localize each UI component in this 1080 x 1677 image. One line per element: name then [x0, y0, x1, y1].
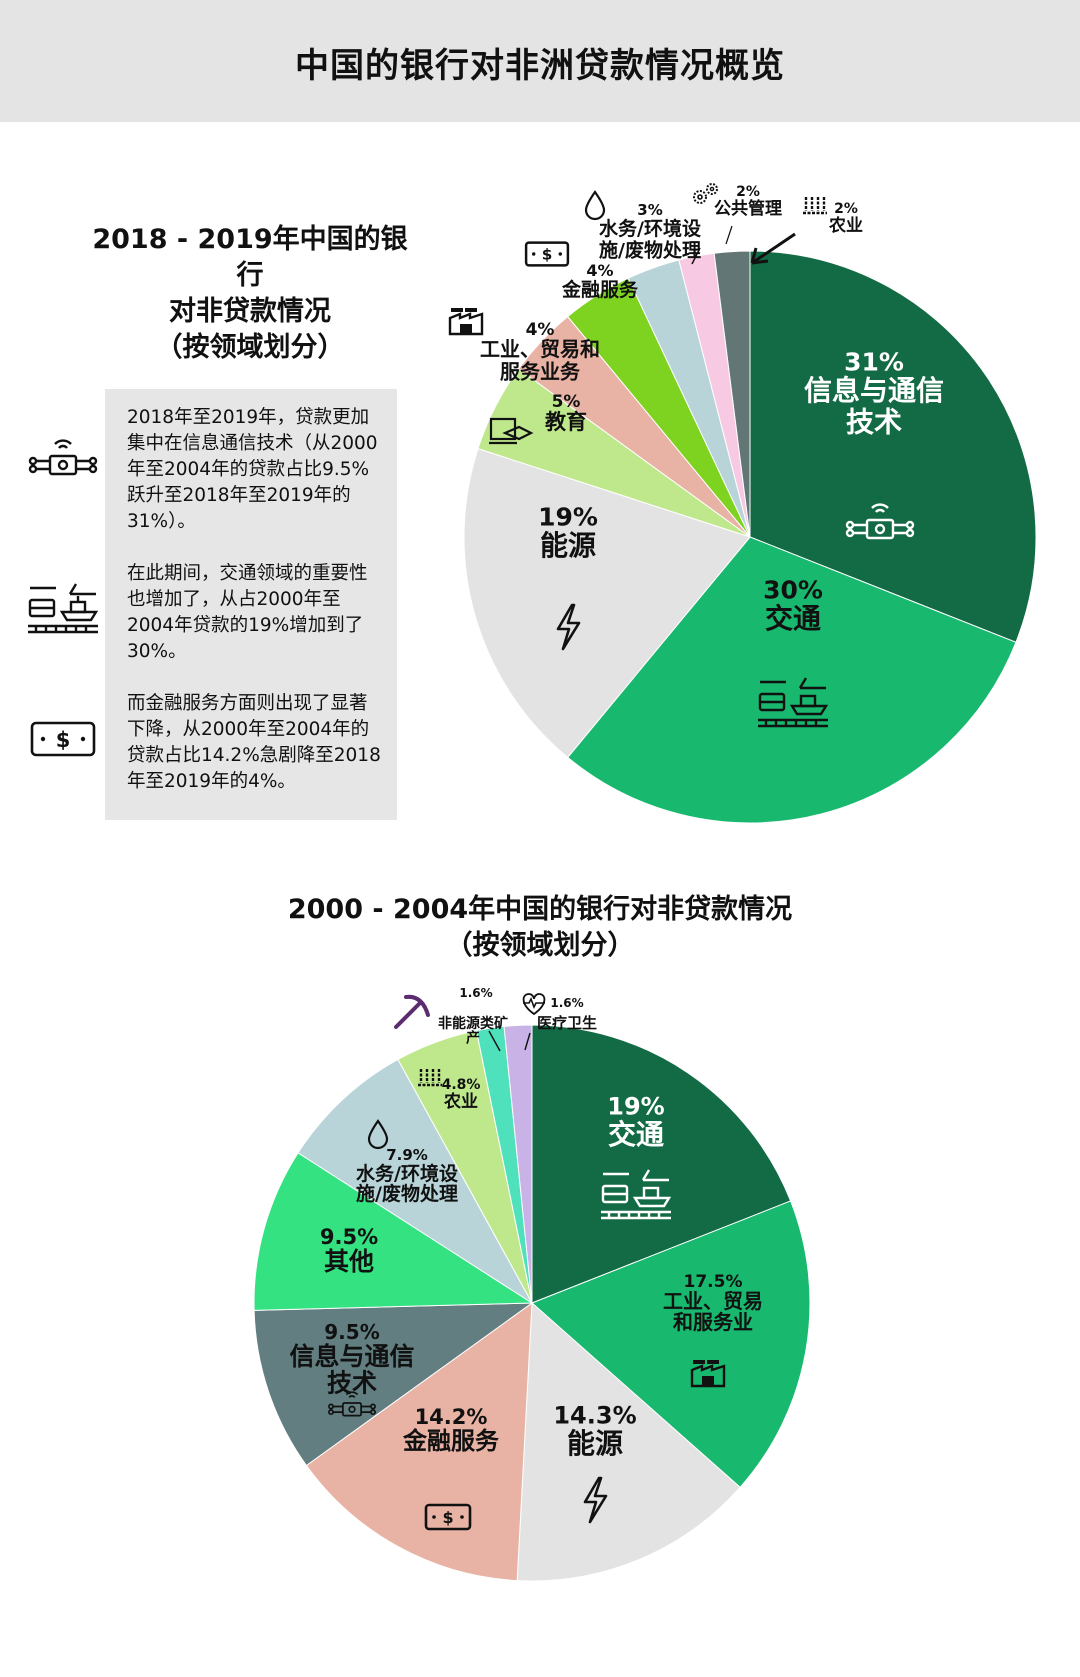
pie2-value-label-7: 4.8% [442, 1077, 481, 1093]
ict-chip-icon [28, 439, 98, 476]
pie2-value-label-4: 9.5% [324, 1320, 379, 1344]
pie2-heart-icon-9 [522, 993, 546, 1015]
pie1-category-label-0-line-1: 技术 [846, 405, 902, 438]
pie2-category-label-4-line-0: 信息与通信 [289, 1342, 414, 1371]
pie1-category-label-4-line-1: 服务业务 [500, 359, 581, 383]
pie2-slice-0 [531, 1024, 792, 1304]
pie1-value-label-3: 5% [552, 392, 581, 412]
pie2-category-label-7-line-0: 农业 [443, 1091, 478, 1112]
pie1-value-label-0: 31% [844, 348, 904, 377]
pie2-value-label-0: 19% [607, 1093, 664, 1121]
chart-2-title-line-2: （按领域划分） [445, 930, 635, 961]
pie1-value-label-7: 2% [736, 184, 760, 200]
pie2-value-label-1: 17.5% [684, 1272, 743, 1292]
pie2-value-label-9: 1.6% [550, 996, 583, 1010]
pie1-leader-agriculture-arrowhead [750, 247, 769, 265]
pie1-leader-public-admin [725, 225, 733, 245]
pie1-value-label-2: 19% [538, 503, 598, 532]
pie2-pickaxe-icon-8 [394, 994, 430, 1029]
pie2-slice-3 [305, 1301, 533, 1582]
pie2-leader-health [524, 1032, 531, 1051]
svg-text:$: $ [56, 728, 71, 752]
pie2-category-label-5-line-0: 其他 [324, 1247, 374, 1276]
chart-2-title: 2000 - 2004年中国的银行对非贷款情况 （按领域划分） [240, 892, 840, 964]
pie1-value-label-8: 2% [834, 201, 858, 217]
pie2-slice-6 [297, 1058, 533, 1304]
notes-panel: 2018年至2019年，贷款更加集中在信息通信技术（从2000年至2004年的贷… [105, 389, 397, 820]
pie2-slice-1 [531, 1200, 811, 1489]
pie-chart-2018-2019: 31%信息与通信技术30%交通19%能源5%教育4%工业、贸易和服务业务4%金融… [448, 183, 1037, 824]
pie2-value-label-5: 9.5% [320, 1225, 378, 1249]
pie2-slice-9 [503, 1024, 533, 1304]
pie1-money-icon-5 [524, 241, 570, 267]
pie1-category-label-6-line-0: 水务/环境设 [599, 217, 701, 240]
chart-1-title: 2018 - 2019年中国的银行 对非贷款情况 （按领域划分） [80, 222, 420, 366]
note-finance: 而金融服务方面则出现了显著下降，从2000年至2004年的贷款占比14.2%急剧… [127, 693, 381, 792]
pie1-leader-agriculture [751, 232, 796, 265]
pie2-value-label-2: 14.3% [553, 1402, 636, 1430]
chart-1-title-line-3: （按领域划分） [155, 332, 345, 363]
pie2-category-label-6-line-1: 施/废物处理 [356, 1182, 458, 1205]
pie2-value-label-6: 7.9% [386, 1146, 428, 1164]
pie2-category-label-9-line-0: 医疗卫生 [537, 1014, 597, 1032]
pie2-category-label-8-line-0: 非能源类矿 [438, 1015, 508, 1032]
pie1-category-label-4-line-0: 工业、贸易和 [480, 337, 600, 361]
chart-2-title-line-1: 2000 - 2004年中国的银行对非贷款情况 [287, 894, 793, 925]
pie2-value-label-3: 14.2% [415, 1405, 488, 1429]
pie2-slice-4 [253, 1302, 534, 1467]
pie2-category-label-3-line-0: 金融服务 [402, 1427, 500, 1455]
pie2-slice-2 [516, 1301, 741, 1582]
pie1-category-label-7-line-0: 公共管理 [714, 198, 782, 219]
money-icon: $ [30, 721, 96, 757]
pie2-category-label-1-line-1: 和服务业 [673, 1310, 753, 1334]
pie2-category-label-1-line-0: 工业、贸易 [663, 1289, 763, 1313]
pie1-factory-icon-4 [448, 306, 484, 336]
pie2-slice-5 [253, 1152, 534, 1311]
pie1-category-label-1-line-0: 交通 [765, 602, 821, 635]
header-bar: 中国的银行对非洲贷款情况概览 [0, 0, 1080, 122]
pie1-category-label-3-line-0: 教育 [545, 410, 587, 434]
pie-chart-2000-2004: 19%交通17.5%工业、贸易和服务业14.3%能源14.2%金融服务9.5%信… [253, 986, 811, 1582]
pie1-slice-8 [713, 250, 751, 538]
page-title: 中国的银行对非洲贷款情况概览 [295, 46, 785, 86]
chart-1-title-line-1: 2018 - 2019年中国的银行 [92, 224, 408, 291]
pie1-value-label-1: 30% [763, 576, 823, 605]
pie1-slice-0 [749, 250, 1037, 643]
pie1-value-label-5: 4% [586, 261, 613, 280]
pie2-category-label-6-line-0: 水务/环境设 [356, 1162, 458, 1185]
pie1-value-label-4: 4% [526, 320, 555, 340]
pie2-category-label-0-line-0: 交通 [608, 1118, 664, 1151]
transport-icon [28, 583, 99, 634]
pie1-slice-1 [566, 536, 1017, 824]
chart-1-title-line-2: 对非贷款情况 [169, 296, 331, 327]
pie1-water-drop-icon-6 [584, 190, 606, 221]
note-ict: 2018年至2019年，贷款更加集中在信息通信技术（从2000年至2004年的贷… [127, 407, 378, 532]
pie1-leader-water [691, 247, 701, 265]
pie2-value-label-8: 1.6% [459, 986, 492, 1000]
pie2-leader-minerals [488, 1030, 501, 1052]
pie1-category-label-0-line-0: 信息与通信 [804, 374, 944, 407]
pie1-category-label-2-line-0: 能源 [540, 529, 596, 562]
pie1-crops-icon-8 [801, 195, 829, 215]
pie2-category-label-2-line-0: 能源 [567, 1427, 623, 1460]
pie1-value-label-6: 3% [637, 201, 662, 219]
pie1-category-label-8-line-0: 农业 [828, 215, 863, 236]
note-transport: 在此期间，交通领域的重要性也增加了，从占2000年至2004年贷款的19%增加到… [127, 563, 368, 662]
pie1-category-label-6-line-1: 施/废物处理 [599, 238, 701, 261]
pie1-category-label-5-line-0: 金融服务 [561, 278, 639, 301]
pie1-slice-2 [463, 447, 751, 759]
pie2-category-label-8-line-1: 产 [466, 1030, 480, 1047]
